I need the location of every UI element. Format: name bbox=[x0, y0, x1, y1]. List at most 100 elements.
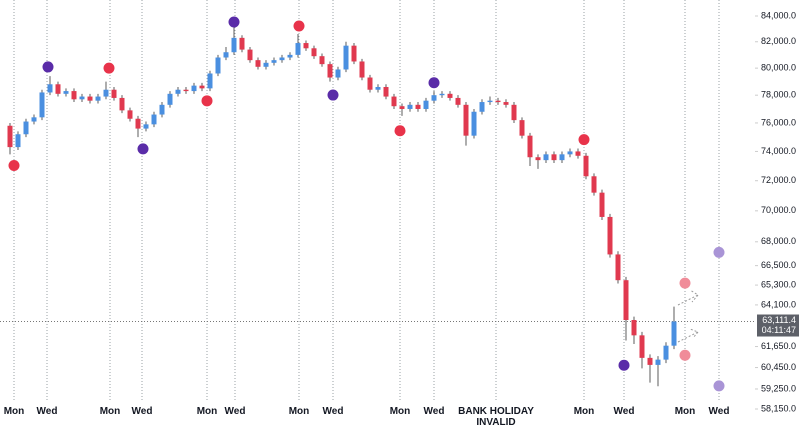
x-tick-label: Wed bbox=[423, 406, 445, 417]
signal-marker bbox=[228, 16, 240, 28]
signal-marker bbox=[679, 349, 691, 361]
candle-body bbox=[647, 357, 653, 365]
candle-body bbox=[79, 96, 85, 100]
candle-body bbox=[327, 64, 333, 78]
signal-marker bbox=[713, 246, 725, 258]
x-tick-label: Wed bbox=[613, 406, 635, 417]
candle-body bbox=[471, 111, 477, 136]
candle-body bbox=[455, 97, 461, 105]
x-tick-label: Wed bbox=[224, 406, 246, 417]
candle-body bbox=[423, 100, 429, 109]
candle-body bbox=[351, 45, 357, 62]
x-tick-label: Wed bbox=[131, 406, 153, 417]
candle-body bbox=[191, 85, 197, 92]
candle-body bbox=[143, 124, 149, 129]
candle-body bbox=[71, 91, 77, 100]
candle-body bbox=[391, 96, 397, 107]
signal-marker bbox=[578, 134, 590, 146]
candle-body bbox=[575, 151, 581, 156]
signal-marker bbox=[428, 77, 440, 89]
y-tick-label: 65,300.0 bbox=[761, 279, 796, 289]
candle-body bbox=[591, 176, 597, 193]
candle-body bbox=[167, 93, 173, 105]
candle-body bbox=[15, 134, 21, 148]
last-price-label: 63,111.4 bbox=[762, 315, 796, 325]
candle-body bbox=[55, 84, 61, 94]
candle-body bbox=[655, 359, 661, 365]
candle-body bbox=[135, 118, 141, 129]
x-tick-label: Wed bbox=[36, 406, 58, 417]
candle-body bbox=[63, 91, 69, 94]
candle-body bbox=[159, 104, 165, 115]
signal-marker bbox=[201, 95, 213, 107]
candle-body bbox=[183, 89, 189, 92]
x-tick-label: Mon bbox=[3, 406, 25, 417]
candle-body bbox=[447, 93, 453, 98]
candle-body bbox=[479, 102, 485, 112]
candle-body bbox=[671, 321, 677, 346]
candle-body bbox=[495, 100, 501, 103]
signal-marker bbox=[679, 277, 691, 289]
candle-body bbox=[463, 104, 469, 136]
candle-body bbox=[319, 56, 325, 65]
candle-body bbox=[255, 60, 261, 67]
y-tick-label: 59,250.0 bbox=[761, 383, 796, 393]
candle-body bbox=[527, 135, 533, 158]
candle-body bbox=[39, 92, 45, 118]
candle-body bbox=[503, 102, 509, 105]
candle-body bbox=[335, 69, 341, 78]
candle-body bbox=[607, 216, 613, 255]
candle-body bbox=[31, 117, 37, 122]
y-tick-label: 72,000.0 bbox=[761, 175, 796, 185]
candle-body bbox=[247, 49, 253, 61]
candle-body bbox=[199, 85, 205, 89]
y-tick-label: 58,150.0 bbox=[761, 403, 796, 413]
candle-body bbox=[231, 37, 237, 53]
signal-marker bbox=[8, 160, 20, 172]
candle-body bbox=[639, 335, 645, 358]
candle-body bbox=[551, 154, 557, 161]
x-tick-label: Mon bbox=[196, 406, 218, 417]
candle-body bbox=[431, 95, 437, 101]
x-tick-label: Wed bbox=[322, 406, 344, 417]
y-tick-label: 64,100.0 bbox=[761, 299, 796, 309]
y-tick-label: 68,000.0 bbox=[761, 236, 796, 246]
candle-body bbox=[127, 110, 133, 119]
candle-body bbox=[631, 320, 637, 336]
signal-marker bbox=[103, 62, 115, 74]
signal-marker bbox=[618, 359, 630, 371]
candle-body bbox=[615, 254, 621, 281]
candle-body bbox=[271, 60, 277, 63]
candle-body bbox=[415, 104, 421, 109]
candle-body bbox=[87, 96, 93, 101]
forecast-arrows bbox=[677, 289, 700, 343]
candle-body bbox=[487, 100, 493, 103]
candle-body bbox=[111, 89, 117, 98]
candle-body bbox=[103, 89, 109, 97]
candle-body bbox=[663, 345, 669, 360]
y-tick-label: 66,500.0 bbox=[761, 260, 796, 270]
y-tick-label: 82,000.0 bbox=[761, 36, 796, 46]
candle-body bbox=[279, 57, 285, 61]
candle-body bbox=[119, 97, 125, 111]
candle-body bbox=[407, 104, 413, 109]
x-tick-label: Mon bbox=[99, 406, 121, 417]
x-tick-label: BANK HOLIDAY INVALID bbox=[458, 406, 534, 428]
candle-body bbox=[95, 96, 101, 101]
candle-body bbox=[583, 155, 589, 177]
x-tick-label: Mon bbox=[573, 406, 595, 417]
countdown-label: 04:11:47 bbox=[762, 325, 796, 335]
candle-body bbox=[311, 48, 317, 57]
candle-body bbox=[559, 154, 565, 161]
signal-marker bbox=[293, 20, 305, 32]
candle-body bbox=[439, 93, 445, 96]
candle-body bbox=[7, 125, 13, 148]
candle-body bbox=[359, 61, 365, 78]
y-tick-label: 70,000.0 bbox=[761, 205, 796, 215]
candle-body bbox=[567, 151, 573, 155]
y-tick-label: 61,650.0 bbox=[761, 341, 796, 351]
candle-body bbox=[47, 84, 53, 93]
candle-body bbox=[519, 120, 525, 136]
